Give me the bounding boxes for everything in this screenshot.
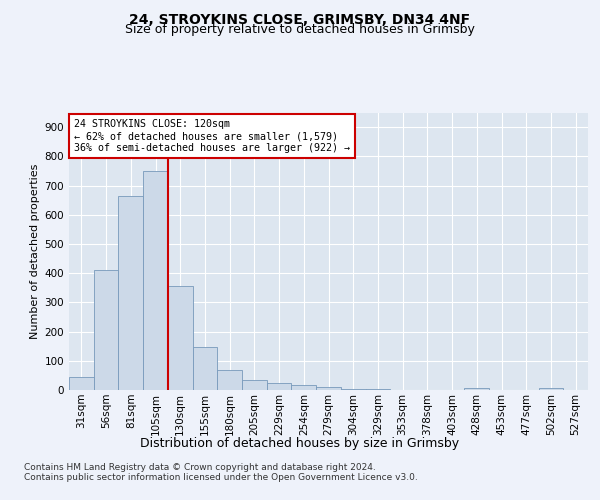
- Bar: [217, 370, 242, 390]
- Text: 24 STROYKINS CLOSE: 120sqm
← 62% of detached houses are smaller (1,579)
36% of s: 24 STROYKINS CLOSE: 120sqm ← 62% of deta…: [74, 120, 350, 152]
- Bar: [539, 388, 563, 390]
- Bar: [118, 196, 143, 390]
- Text: Size of property relative to detached houses in Grimsby: Size of property relative to detached ho…: [125, 24, 475, 36]
- Bar: [341, 388, 365, 390]
- Text: Distribution of detached houses by size in Grimsby: Distribution of detached houses by size …: [140, 438, 460, 450]
- Text: 24, STROYKINS CLOSE, GRIMSBY, DN34 4NF: 24, STROYKINS CLOSE, GRIMSBY, DN34 4NF: [130, 12, 470, 26]
- Bar: [69, 377, 94, 390]
- Bar: [267, 382, 292, 390]
- Bar: [242, 380, 267, 390]
- Text: Contains HM Land Registry data © Crown copyright and database right 2024.
Contai: Contains HM Land Registry data © Crown c…: [24, 462, 418, 482]
- Bar: [94, 270, 118, 390]
- Bar: [464, 388, 489, 390]
- Bar: [193, 347, 217, 390]
- Y-axis label: Number of detached properties: Number of detached properties: [31, 164, 40, 339]
- Bar: [143, 171, 168, 390]
- Bar: [168, 286, 193, 390]
- Bar: [316, 387, 341, 390]
- Bar: [292, 385, 316, 390]
